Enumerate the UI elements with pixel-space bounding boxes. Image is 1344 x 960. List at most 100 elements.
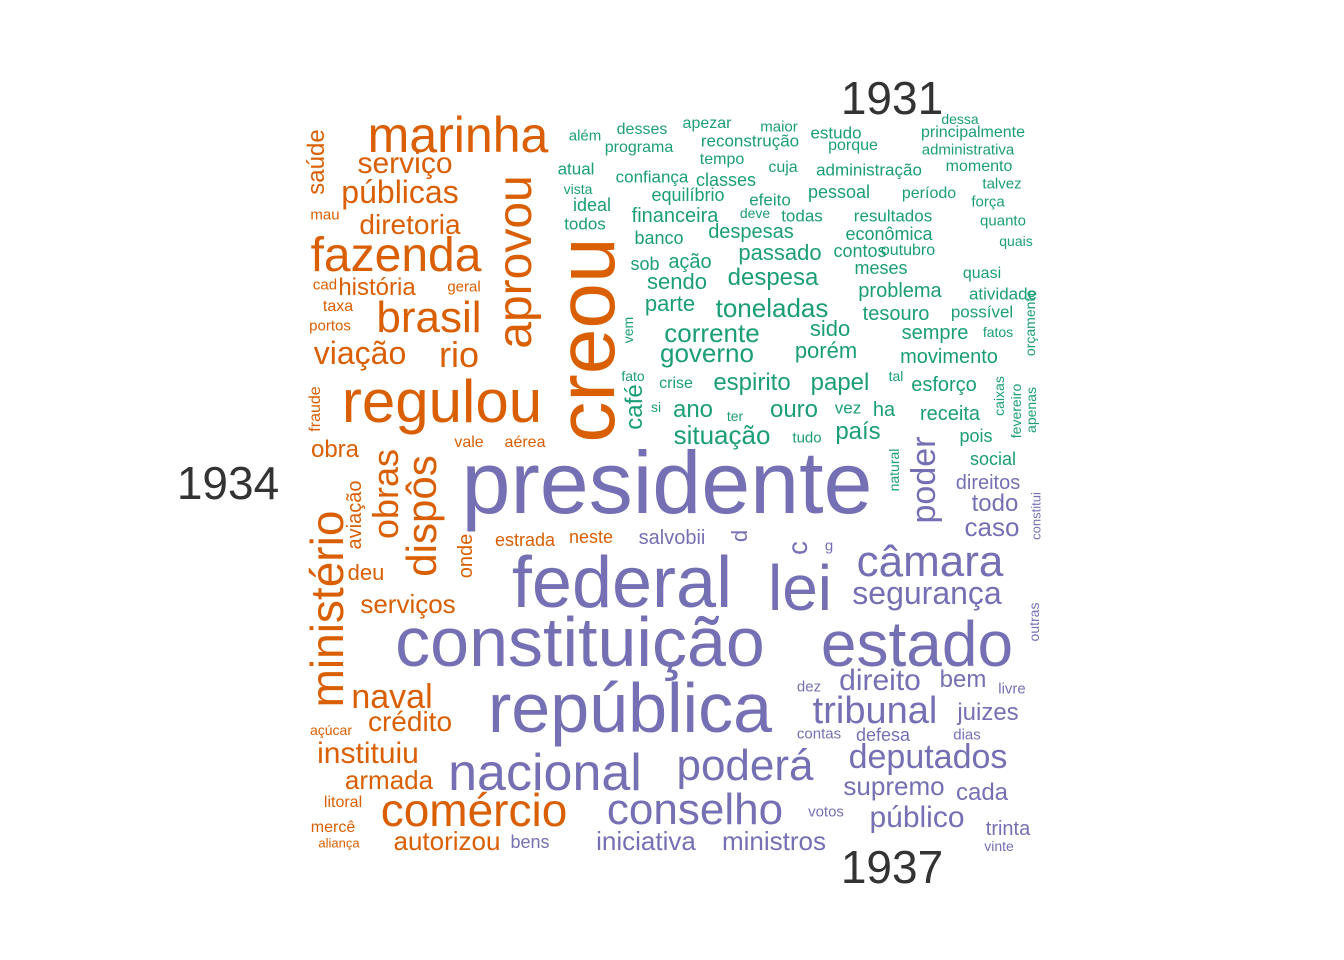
- word-1931-108: banco: [634, 228, 684, 248]
- word-1931-83: corrente: [664, 318, 760, 348]
- word-1931-147: dessa: [941, 111, 979, 127]
- word-1937-27: d: [727, 529, 752, 543]
- word-1931-115: econômica: [845, 224, 933, 244]
- word-1931-118: pessoal: [807, 182, 871, 202]
- word-1934-59: armada: [344, 765, 434, 795]
- word-1937-14: direito: [839, 664, 921, 697]
- word-1937-11: tribunal: [812, 690, 938, 732]
- word-1931-156: si: [650, 399, 662, 415]
- word-1931-124: tudo: [792, 429, 822, 447]
- word-1931-139: apezar: [682, 115, 732, 132]
- word-1931-149: talvez: [982, 175, 1022, 193]
- word-1931-117: meses: [854, 258, 908, 278]
- word-1931-158: vem: [620, 316, 636, 344]
- word-1934-46: brasil: [376, 293, 482, 342]
- word-1937-36: vinte: [984, 838, 1014, 854]
- word-1937-15: público: [869, 801, 965, 834]
- word-1937-13: poder: [905, 436, 943, 524]
- word-1934-64: deu: [347, 560, 385, 585]
- word-1934-55: serviço: [357, 147, 453, 180]
- word-1937-5: lei: [767, 552, 833, 624]
- word-1934-40: creou: [541, 237, 632, 443]
- word-1934-66: onde: [455, 533, 477, 579]
- word-1934-57: crédito: [367, 706, 453, 737]
- word-1931-109: equilíbrio: [651, 185, 725, 205]
- word-1931-92: parte: [644, 291, 696, 316]
- word-1934-48: dispôs: [398, 455, 445, 577]
- word-1931-81: governo: [660, 338, 754, 368]
- word-1934-74: geral: [447, 278, 481, 296]
- word-1934-60: serviços: [360, 589, 456, 619]
- word-1934-76: portos: [309, 317, 351, 335]
- word-1934-45: fazenda: [310, 229, 482, 282]
- word-1937-22: cada: [955, 779, 1009, 806]
- word-1931-91: café: [621, 384, 648, 430]
- word-1934-70: vale: [454, 434, 484, 451]
- word-1937-19: caso: [964, 512, 1020, 542]
- word-1934-73: mercê: [310, 819, 356, 836]
- word-1934-78: mau: [310, 206, 340, 224]
- word-1931-110: classes: [695, 170, 757, 190]
- word-1931-113: todos: [564, 214, 606, 234]
- word-1937-18: supremo: [843, 771, 945, 801]
- word-1931-130: possível: [950, 302, 1014, 322]
- word-1937-9: câmara: [856, 537, 1004, 586]
- word-1931-153: fatos: [982, 324, 1014, 340]
- group-label-1931: 1931: [840, 72, 944, 124]
- word-1937-4: estado: [820, 608, 1014, 680]
- word-1931-84: toneladas: [715, 293, 829, 323]
- word-1937-3: república: [487, 669, 773, 747]
- word-1937-6: nacional: [448, 744, 642, 802]
- word-1931-98: receita: [919, 403, 981, 425]
- word-1931-138: desses: [616, 121, 668, 138]
- word-1931-86: papel: [810, 369, 870, 396]
- word-1937-12: segurança: [852, 575, 1002, 611]
- word-1931-96: sido: [809, 316, 851, 341]
- word-1931-89: país: [835, 418, 881, 445]
- word-1934-49: obras: [365, 448, 406, 540]
- word-1931-103: sempre: [901, 322, 969, 344]
- word-1931-94: porém: [794, 338, 858, 363]
- word-1931-144: deve: [739, 205, 771, 221]
- word-1934-43: aprovou: [489, 175, 542, 349]
- word-1931-154: tal: [888, 368, 904, 384]
- word-1931-150: força: [971, 193, 1005, 211]
- word-1931-142: tempo: [699, 151, 745, 168]
- word-1931-128: período: [901, 185, 957, 202]
- word-1937-32: votos: [808, 803, 844, 821]
- word-1931-163: orçamento: [1022, 289, 1038, 357]
- word-1934-80: aliança: [318, 835, 360, 851]
- word-1934-69: fraude: [307, 386, 324, 432]
- word-1931-90: despesa: [727, 264, 819, 291]
- word-1931-127: outubro: [880, 242, 936, 259]
- word-1931-87: ano: [672, 396, 714, 423]
- word-1931-136: reconstrução: [700, 131, 800, 151]
- word-1931-99: movimento: [900, 346, 998, 368]
- word-1931-131: quasi: [962, 265, 1002, 282]
- word-1934-41: regulou: [341, 368, 543, 435]
- word-1937-20: juizes: [957, 699, 1019, 726]
- word-1937-16: iniciativa: [596, 826, 696, 856]
- word-1937-17: ministros: [721, 826, 827, 856]
- word-1934-77: cad: [312, 276, 338, 294]
- word-1934-53: viação: [313, 335, 407, 371]
- word-1931-133: administração: [816, 160, 922, 180]
- word-1937-7: conselho: [606, 785, 784, 834]
- word-1934-52: públicas: [341, 174, 459, 210]
- word-1931-152: quais: [999, 233, 1033, 249]
- word-1931-121: pois: [959, 426, 993, 446]
- word-1931-101: problema: [858, 280, 942, 302]
- word-1931-85: espirito: [713, 369, 791, 396]
- word-1931-137: programa: [604, 139, 674, 156]
- word-1931-107: sob: [630, 254, 660, 274]
- word-1937-2: constituição: [395, 603, 765, 681]
- word-1937-34: livre: [998, 680, 1026, 698]
- word-1931-122: vez: [834, 398, 862, 418]
- word-1931-125: efeito: [749, 190, 791, 210]
- word-1931-160: caixas: [991, 376, 1007, 416]
- word-1937-0: presidente: [461, 433, 873, 532]
- word-1931-145: principalmente: [920, 124, 1026, 141]
- word-1931-155: fato: [621, 368, 645, 384]
- word-1937-25: salvobii: [638, 527, 706, 549]
